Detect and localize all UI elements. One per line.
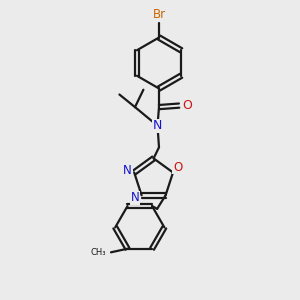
Text: O: O [173,160,182,174]
Text: CH₃: CH₃ [90,248,106,257]
Text: Br: Br [152,8,166,21]
Text: O: O [182,99,192,112]
Text: N: N [153,119,162,132]
Text: N: N [130,191,140,204]
Text: N: N [123,164,132,177]
